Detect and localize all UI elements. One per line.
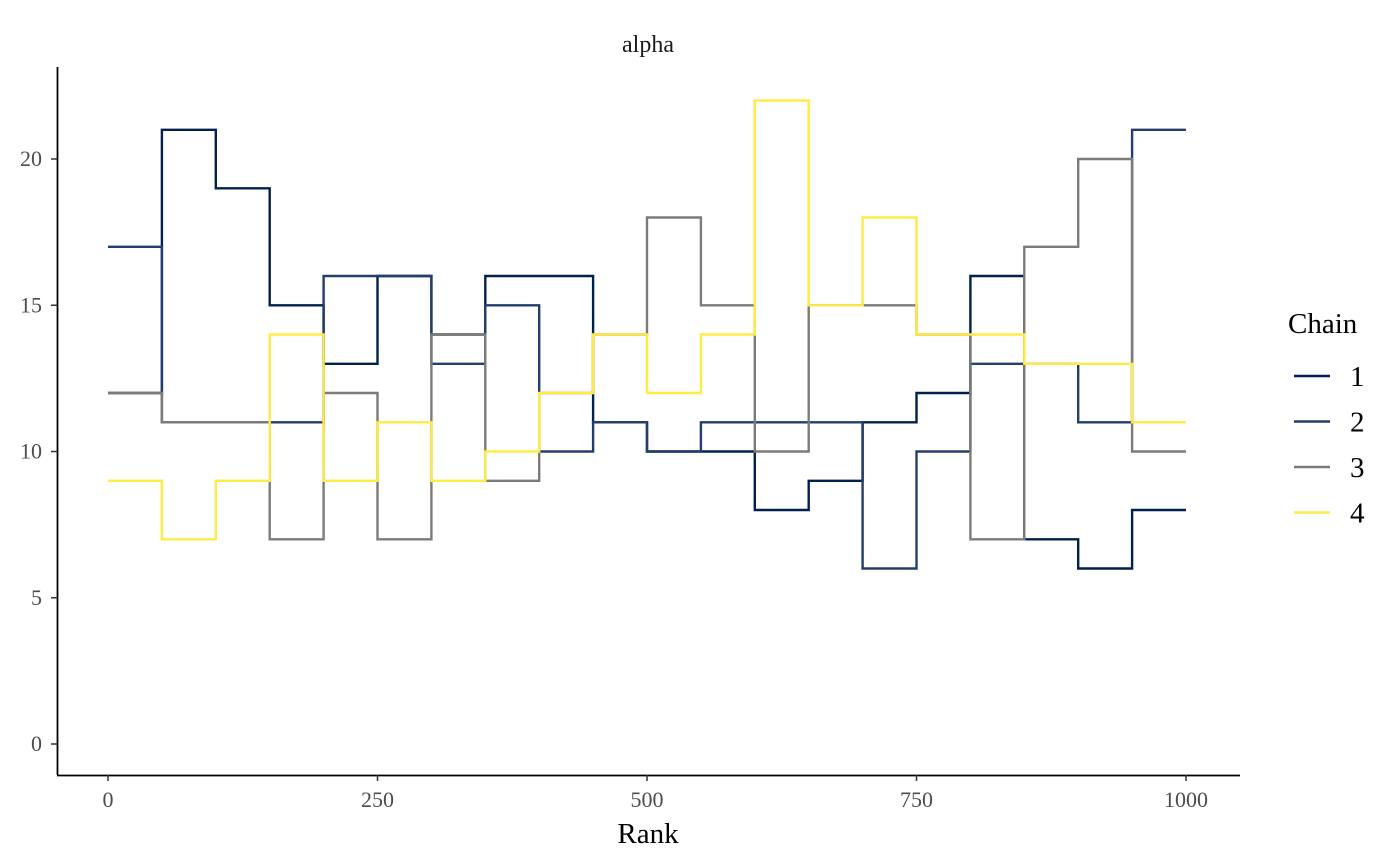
legend: Chain 1 2 3 4: [1288, 308, 1365, 530]
legend-title: Chain: [1288, 308, 1358, 340]
plot-area: [108, 99, 1186, 570]
series-line-chain-3: [108, 157, 1186, 541]
y-tick-label: 20: [20, 146, 42, 171]
x-tick-label: 750: [900, 787, 933, 812]
x-axis-title: Rank: [617, 818, 679, 850]
series-line-chain-4: [108, 99, 1186, 541]
x-tick-label: 500: [631, 787, 664, 812]
y-axis-ticks: 0 5 10 15 20: [20, 146, 57, 756]
legend-label-chain-3: 3: [1350, 452, 1365, 484]
legend-label-chain-2: 2: [1350, 407, 1365, 439]
legend-label-chain-1: 1: [1350, 361, 1365, 393]
x-tick-label: 1000: [1164, 787, 1208, 812]
y-tick-label: 15: [20, 292, 42, 317]
x-axis-ticks: 0 250 500 750 1000: [103, 775, 1208, 812]
x-tick-label: 0: [103, 787, 114, 812]
y-tick-label: 0: [31, 731, 42, 756]
y-tick-label: 5: [31, 585, 42, 610]
legend-label-chain-4: 4: [1350, 498, 1365, 530]
chart-title: alpha: [622, 32, 674, 58]
x-tick-label: 250: [361, 787, 394, 812]
y-tick-label: 10: [20, 439, 42, 464]
